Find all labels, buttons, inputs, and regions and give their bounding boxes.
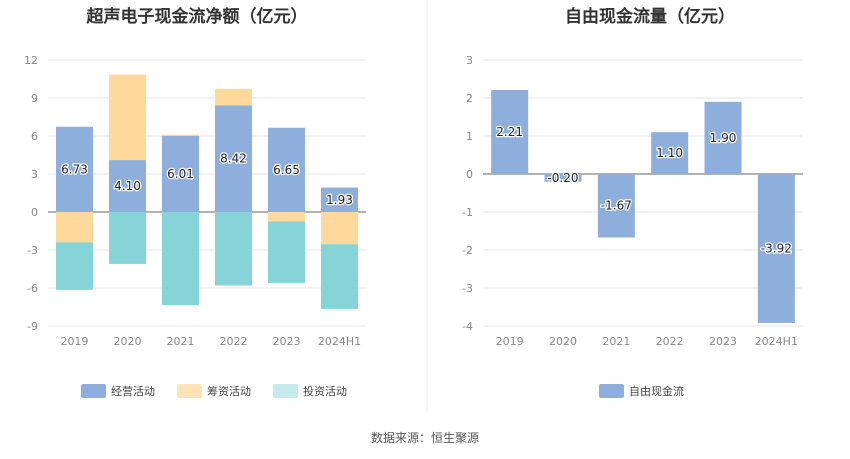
legend-label: 经营活动 [111,384,155,398]
bar-经营活动-2024H1 [321,187,358,212]
x-tick-label: 2019 [496,335,524,348]
y-tick-label: 12 [24,54,38,67]
y-tick-label: 6 [31,130,38,143]
x-tick-label: 2019 [61,335,89,348]
y-tick-label: -3 [462,282,473,295]
bar-投资活动-2023 [268,221,305,283]
bar-投资活动-2021 [162,212,199,306]
bar-自由现金流-2023 [704,101,742,174]
legend-swatch [273,384,298,398]
y-tick-label: -9 [27,320,38,333]
data-source-note: 数据来源：恒生聚源 [370,431,479,445]
bar-自由现金流-2021 [597,174,635,238]
legend-label: 自由现金流 [629,384,684,398]
data-label: 2.21 [496,125,523,139]
bar-经营活动-2023 [268,127,305,212]
legend-swatch [177,384,202,398]
bar-筹资活动-2021 [162,134,199,136]
y-tick-label: -4 [462,320,473,333]
y-tick-label: 3 [466,54,473,67]
data-label: -3.92 [761,241,792,255]
right-chart-title: 自由现金流量（亿元） [565,6,735,27]
x-tick-label: 2022 [220,335,248,348]
bar-筹资活动-2022 [215,88,252,106]
data-label: 4.10 [114,179,141,193]
y-tick-label: 3 [31,168,38,181]
y-tick-label: 0 [31,206,38,219]
legend-swatch [599,384,624,398]
bar-投资活动-2024H1 [321,244,358,309]
data-label: 6.65 [273,163,300,177]
data-label: 8.42 [220,152,247,166]
legend-label: 筹资活动 [207,384,251,398]
left-chart-title: 超声电子现金流净额（亿元） [87,6,308,27]
bar-经营活动-2019 [56,126,93,212]
data-label: 1.90 [710,131,737,145]
data-label: -0.20 [547,171,578,185]
x-tick-label: 2024H1 [755,335,798,348]
x-tick-label: 2022 [656,335,684,348]
x-tick-label: 2020 [549,335,577,348]
x-tick-label: 2020 [114,335,142,348]
bar-经营活动-2022 [215,105,252,212]
x-tick-label: 2023 [273,335,301,348]
bar-自由现金流-2024H1 [757,174,795,323]
bar-投资活动-2022 [215,212,252,286]
data-label: 1.10 [656,146,683,160]
bar-自由现金流-2020 [544,174,582,182]
y-tick-label: -1 [462,206,473,219]
bar-筹资活动-2019 [56,212,93,243]
y-tick-label: 2 [466,92,473,105]
data-label: 6.01 [167,167,194,181]
y-tick-label: -6 [27,282,38,295]
legend-swatch [81,384,106,398]
bar-经营活动-2020 [109,160,146,212]
bar-筹资活动-2024H1 [321,212,358,245]
bar-投资活动-2020 [109,212,146,264]
bar-自由现金流-2022 [651,132,689,174]
y-tick-label: 9 [31,92,38,105]
y-tick-label: 0 [466,168,473,181]
legend-label: 投资活动 [303,384,347,398]
right-chart: 3 2 1 0 -1 -2 -3 -4 2019 2020 2021 2022 2023 2024H1 2.… [462,54,803,398]
bar-自由现金流-2019 [491,90,529,174]
data-label: 1.93 [326,193,353,207]
bar-筹资活动-2023 [268,212,305,222]
left-chart: 12 9 6 3 0 -3 -6 -9 2019 2020 2021 2022 2023 2024H1 6.… [24,54,366,398]
y-tick-label: 1 [466,130,473,143]
x-tick-label: 2021 [167,335,195,348]
y-tick-label: -3 [27,244,38,257]
bar-经营活动-2021 [162,135,199,212]
x-tick-label: 2023 [709,335,737,348]
y-tick-label: -2 [462,244,473,257]
data-label: 6.73 [61,162,88,176]
data-label: -1.67 [601,199,632,213]
bar-投资活动-2019 [56,242,93,290]
bar-筹资活动-2020 [109,74,146,161]
x-tick-label: 2024H1 [318,335,361,348]
x-tick-label: 2021 [602,335,630,348]
